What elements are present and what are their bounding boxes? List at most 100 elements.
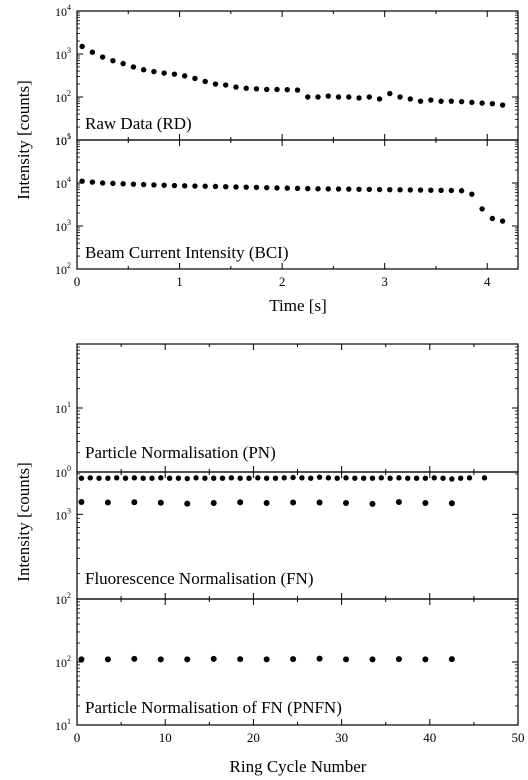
x-tick-label: 30 <box>335 730 348 745</box>
data-point <box>448 500 455 507</box>
data-point <box>335 94 342 100</box>
data-point <box>140 475 146 481</box>
data-point <box>290 656 297 663</box>
data-point <box>458 188 465 194</box>
data-point <box>294 87 301 93</box>
data-point <box>87 475 93 481</box>
data-point <box>440 475 446 481</box>
data-point <box>422 656 429 663</box>
data-point <box>151 68 157 75</box>
data-point <box>202 183 208 189</box>
data-point <box>499 102 506 108</box>
data-point <box>305 94 311 100</box>
panel-label: Particle Normalisation (PN) <box>85 443 276 462</box>
data-point <box>315 94 321 100</box>
data-point <box>369 500 376 507</box>
data-point <box>290 474 296 481</box>
data-point <box>376 96 383 102</box>
data-point <box>431 475 437 481</box>
data-point <box>315 186 321 192</box>
data-point <box>184 656 191 663</box>
data-point <box>99 54 106 60</box>
data-point <box>325 93 331 99</box>
data-point <box>376 186 383 193</box>
data-point <box>105 475 111 481</box>
data-point <box>428 97 434 103</box>
data-point <box>343 656 350 663</box>
data-point <box>131 655 138 662</box>
data-point <box>158 475 164 481</box>
data-point <box>120 181 126 187</box>
y-tick-label: 104 <box>55 3 71 19</box>
data-point <box>417 187 424 193</box>
data-point <box>166 475 173 481</box>
panel-label: Raw Data (RD) <box>85 114 192 133</box>
data-point <box>428 187 434 193</box>
data-point <box>308 475 314 481</box>
data-point <box>130 64 137 70</box>
top-x-axis-label: Time [s] <box>269 296 326 315</box>
data-point <box>387 90 393 97</box>
data-point <box>316 499 323 506</box>
data-point <box>161 182 167 188</box>
data-point <box>122 475 129 481</box>
data-point <box>113 475 120 481</box>
data-point <box>479 206 485 212</box>
data-point <box>405 475 411 481</box>
data-point <box>131 475 138 481</box>
data-point <box>489 215 496 222</box>
panel-label: Particle Normalisation of FN (PNFN) <box>85 698 342 717</box>
data-point <box>325 186 331 192</box>
data-point <box>99 180 106 186</box>
data-point <box>263 500 270 507</box>
data-point <box>466 475 473 481</box>
x-tick-label: 20 <box>247 730 260 745</box>
data-point <box>378 475 384 481</box>
data-point <box>79 43 85 50</box>
data-point <box>233 84 239 90</box>
data-point <box>469 99 475 106</box>
data-point <box>181 183 188 189</box>
data-point <box>202 475 208 481</box>
data-point <box>397 187 403 193</box>
data-point <box>104 656 111 663</box>
data-point <box>171 71 178 77</box>
data-point <box>346 94 352 100</box>
data-point <box>481 475 488 481</box>
y-tick-label: 102 <box>55 89 71 105</box>
y-tick-label: 102 <box>55 654 71 670</box>
data-point <box>130 181 137 187</box>
data-point <box>140 67 147 73</box>
data-point <box>175 475 182 481</box>
data-point <box>449 476 455 482</box>
data-point <box>151 182 157 188</box>
data-point <box>219 475 226 481</box>
data-point <box>253 86 260 92</box>
data-point <box>110 57 116 64</box>
panel-4: 103 102 Fluorescence Normalisation (FN) <box>55 471 519 607</box>
data-point <box>305 185 311 192</box>
data-point <box>171 182 178 189</box>
data-point <box>499 218 506 224</box>
y-tick-label: 104 <box>55 175 71 191</box>
data-point <box>407 187 414 193</box>
data-point <box>369 475 376 481</box>
data-point <box>228 475 235 481</box>
data-point <box>193 475 199 481</box>
data-point <box>396 475 402 481</box>
data-point <box>417 98 424 104</box>
data-point <box>104 499 111 506</box>
data-point <box>395 498 402 505</box>
bottom-x-axis-label: Ring Cycle Number <box>230 757 367 776</box>
data-point <box>131 499 138 506</box>
x-tick-label: 4 <box>484 274 491 289</box>
data-point <box>438 98 444 104</box>
data-point <box>274 86 280 93</box>
top-y-axis-label: Intensity [counts] <box>14 80 33 199</box>
data-point <box>120 60 126 67</box>
data-point <box>184 475 190 482</box>
x-tick-label: 50 <box>512 730 525 745</box>
